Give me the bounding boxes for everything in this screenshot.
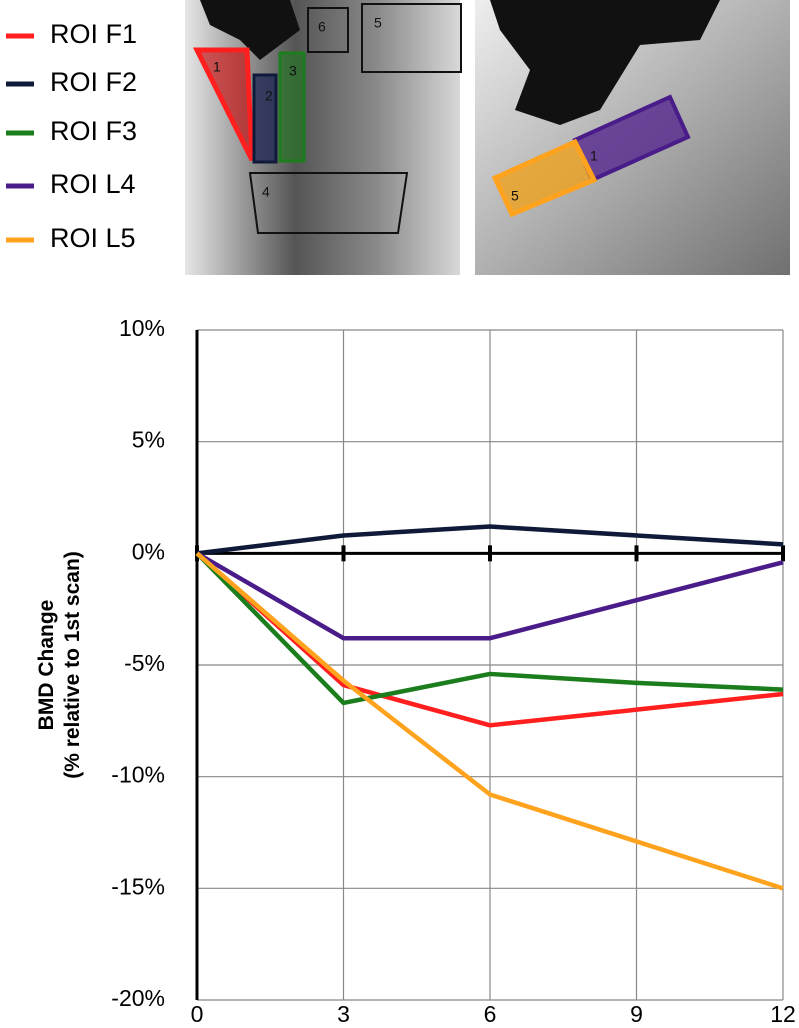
y-axis-label: BMD Change (% relative to 1st scan)	[35, 551, 84, 779]
y-axis-label-line: BMD Change	[35, 600, 58, 731]
y-tick-label: 5%	[132, 427, 165, 453]
roi-label: 1	[590, 148, 598, 164]
y-tick-label: -15%	[111, 873, 165, 899]
left-image	[185, 0, 462, 275]
roi-label: 5	[374, 15, 382, 31]
roi-label: 5	[511, 188, 519, 204]
y-axis-label-line: (% relative to 1st scan)	[61, 551, 84, 779]
y-tick-label: 0%	[132, 538, 165, 564]
x-tick-label: 6	[484, 1001, 497, 1027]
legend-label: ROI L4	[50, 169, 136, 199]
series-line	[195, 551, 784, 891]
roi-label: 6	[318, 19, 326, 35]
x-tick-label: 3	[337, 1001, 350, 1027]
roi-label: 3	[289, 63, 297, 79]
roi-label: 4	[262, 184, 270, 200]
roi-label: 2	[265, 88, 273, 104]
series-line	[196, 524, 784, 556]
x-tick-label: 0	[191, 1001, 204, 1027]
y-tick-label: 10%	[119, 315, 165, 341]
right-image	[475, 0, 790, 275]
y-tick-label: -5%	[124, 650, 165, 676]
y-tick-label: -20%	[111, 985, 165, 1011]
legend-label: ROI F3	[50, 116, 137, 146]
roi-label: 1	[587, 9, 595, 25]
x-tick-label: 12	[770, 1001, 796, 1027]
series-line	[195, 551, 784, 641]
x-tick-label: 9	[630, 1001, 643, 1027]
y-tick-label: -10%	[111, 762, 165, 788]
series-line	[195, 551, 784, 706]
legend-label: ROI F2	[50, 67, 137, 97]
legend-label: ROI L5	[50, 223, 136, 253]
roi-label: 1	[213, 59, 221, 75]
legend-label: ROI F1	[50, 19, 137, 49]
